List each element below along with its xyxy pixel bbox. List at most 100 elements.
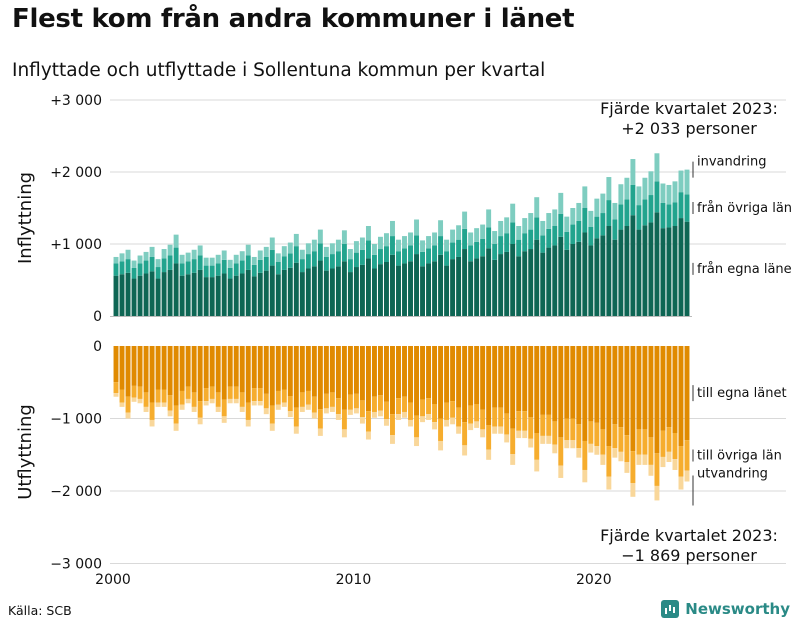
- bar-out-abroad: [468, 423, 474, 431]
- bar-in-abroad: [239, 251, 245, 261]
- bar-out-other: [672, 433, 678, 460]
- bar-out-other: [185, 386, 191, 399]
- bar-out-abroad: [167, 410, 173, 417]
- bar-in-other: [161, 258, 167, 273]
- y-tick-label: −1 000: [50, 412, 102, 428]
- bar-in-own: [173, 263, 179, 316]
- bar-in-own: [564, 249, 570, 316]
- bar-in-abroad: [432, 232, 438, 246]
- bar-in-abroad: [540, 220, 546, 236]
- bar-out-abroad: [305, 404, 311, 410]
- bar-in-own: [384, 262, 389, 316]
- bar-out-own: [576, 346, 582, 425]
- bar-out-abroad: [552, 444, 558, 454]
- bar-in-abroad: [642, 177, 648, 200]
- bar-in-own: [215, 275, 221, 316]
- bar-out-own: [353, 346, 359, 394]
- bar-in-other: [359, 249, 365, 265]
- bar-out-other: [221, 399, 227, 417]
- bar-out-other: [582, 440, 588, 470]
- bar-in-own: [438, 254, 444, 316]
- bar-in-own: [365, 258, 371, 316]
- bar-in-abroad: [678, 170, 684, 193]
- x-tick-label: 2010: [336, 572, 372, 588]
- bar-out-own: [275, 346, 281, 391]
- bar-in-other: [263, 256, 269, 271]
- bar-out-other: [281, 389, 287, 403]
- y-axis-label-inflyttning: Inflyttning: [15, 172, 36, 264]
- bar-in-other: [606, 200, 612, 226]
- bar-out-abroad: [131, 397, 137, 402]
- bar-out-abroad: [293, 426, 299, 434]
- bar-out-abroad: [606, 476, 612, 490]
- bar-out-other: [119, 389, 125, 403]
- bar-out-own: [420, 346, 426, 400]
- bar-out-other: [384, 401, 389, 420]
- bar-in-other: [456, 239, 462, 257]
- bar-out-abroad: [564, 440, 570, 449]
- bar-in-own: [576, 241, 582, 316]
- gridlines: [110, 99, 786, 564]
- bar-out-other: [402, 396, 407, 412]
- bar-in-abroad: [167, 244, 173, 256]
- bar-out-own: [426, 346, 432, 399]
- bar-in-other: [594, 216, 600, 239]
- bar-out-abroad: [498, 426, 504, 434]
- bar-out-other: [642, 429, 648, 455]
- bar-out-abroad: [317, 428, 323, 436]
- bar-in-own: [209, 277, 215, 316]
- bar-in-other: [450, 242, 456, 260]
- bar-in-other: [570, 224, 576, 244]
- bar-out-own: [167, 346, 173, 396]
- bar-out-own: [660, 346, 666, 431]
- bar-out-own: [233, 346, 239, 387]
- bar-in-other: [510, 222, 516, 244]
- bar-in-abroad: [227, 259, 233, 268]
- bar-out-abroad: [233, 398, 239, 404]
- bar-out-other: [660, 430, 666, 457]
- bar-out-own: [384, 346, 389, 402]
- bar-in-other: [341, 244, 347, 262]
- bar-in-own: [612, 239, 618, 316]
- bar-in-other: [185, 261, 191, 275]
- bar-in-other: [215, 263, 221, 276]
- bar-in-abroad: [666, 184, 672, 205]
- bar-out-own: [329, 346, 335, 393]
- bar-in-abroad: [353, 241, 359, 253]
- bar-out-own: [263, 346, 269, 394]
- y-tick-label: 0: [93, 339, 102, 355]
- bar-out-own: [474, 346, 480, 404]
- bar-out-own: [311, 346, 317, 397]
- bar-out-other: [666, 427, 672, 452]
- bar-out-other: [474, 404, 480, 422]
- bar-out-abroad: [648, 464, 654, 476]
- bar-out-other: [257, 388, 263, 402]
- bar-out-own: [359, 346, 365, 401]
- bar-out-own: [540, 346, 546, 415]
- bar-in-own: [552, 245, 558, 316]
- bar-in-own: [534, 239, 540, 316]
- bar-in-other: [438, 236, 444, 255]
- bar-in-own: [588, 245, 594, 316]
- bar-in-other: [648, 195, 654, 223]
- bar-in-other: [365, 240, 371, 259]
- bar-in-abroad: [113, 256, 119, 264]
- bar-in-own: [468, 261, 474, 316]
- bar-in-other: [125, 259, 131, 273]
- bar-in-own: [293, 262, 299, 316]
- bar-out-own: [600, 346, 606, 430]
- bar-in-other: [582, 208, 588, 233]
- brand-logo-group[interactable]: Newsworthy: [661, 600, 790, 618]
- bar-out-other: [570, 418, 576, 441]
- bar-in-own: [347, 272, 353, 316]
- bar-out-other: [263, 393, 269, 409]
- bar-out-own: [269, 346, 275, 406]
- bar-in-abroad: [215, 254, 221, 264]
- bar-in-abroad: [648, 171, 654, 196]
- bar-in-abroad: [257, 250, 263, 260]
- bar-out-abroad: [450, 417, 456, 425]
- bar-in-own: [185, 274, 191, 316]
- bar-out-abroad: [570, 440, 576, 449]
- bar-in-other: [149, 256, 155, 272]
- bar-in-own: [684, 221, 690, 316]
